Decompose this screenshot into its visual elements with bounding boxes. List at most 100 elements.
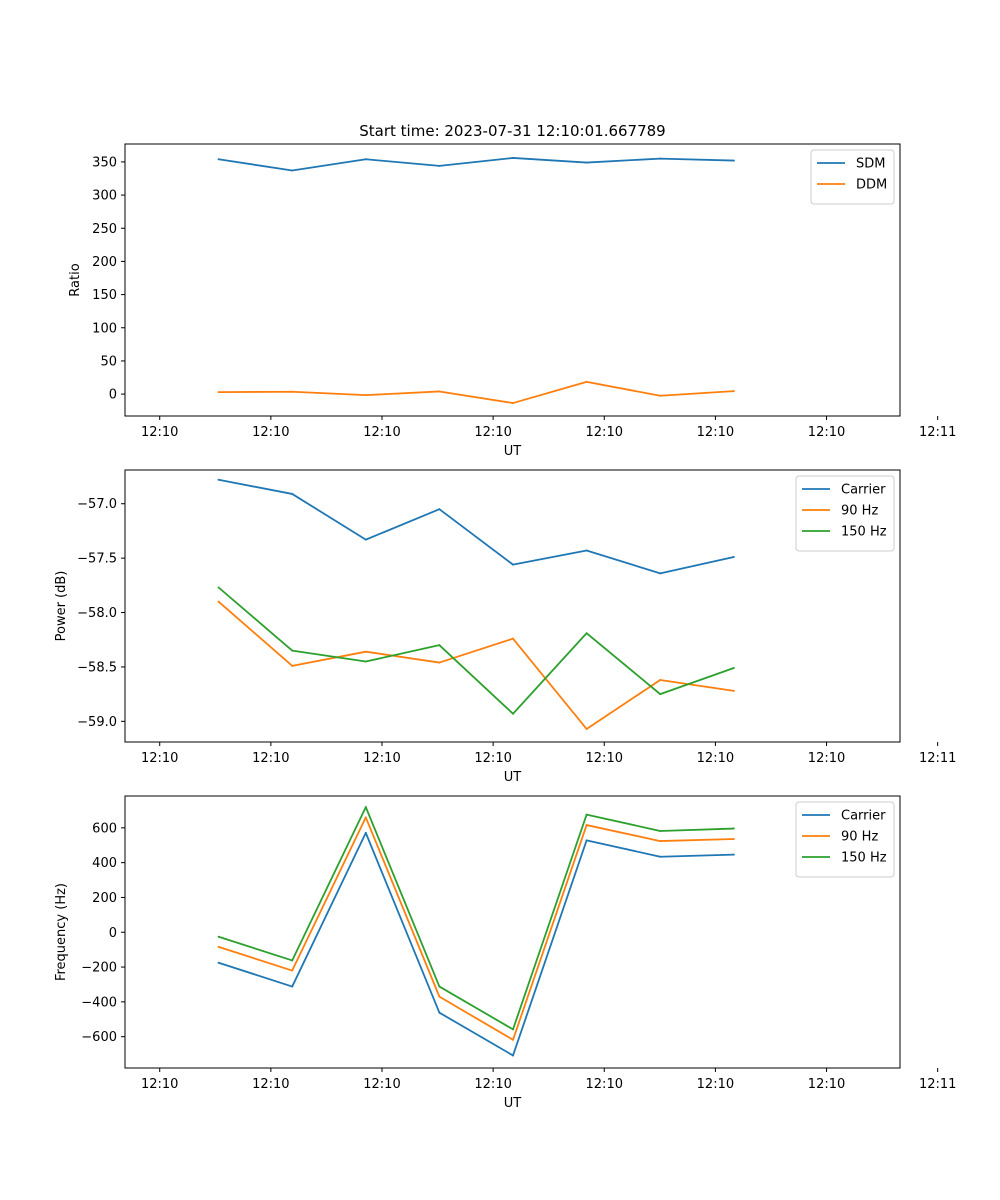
- data-point: [659, 678, 662, 681]
- legend-box: [795, 475, 895, 552]
- data-point: [585, 813, 588, 816]
- x-tick-label: 12:10: [697, 751, 734, 766]
- x-tick-label: 12:11: [919, 751, 956, 766]
- data-point: [217, 935, 220, 938]
- data-point: [217, 586, 220, 589]
- data-point: [659, 394, 662, 397]
- x-axis-label: UT: [504, 444, 522, 459]
- data-point: [217, 478, 220, 481]
- y-tick-label: −600: [81, 1030, 117, 1045]
- chart-panel-2: 12:10 12:10 12:10 12:10 12:10 12:10 12:10 12:11…: [54, 469, 956, 785]
- data-point: [438, 390, 441, 393]
- series-line-ddm: [218, 380, 734, 404]
- y-axis-label: Power (dB): [54, 571, 69, 642]
- data-point: [217, 158, 220, 161]
- x-tick-label: 12:10: [697, 1077, 734, 1092]
- data-point: [291, 649, 294, 652]
- axes-frame: [124, 469, 901, 743]
- x-tick-label: 12:10: [808, 425, 845, 440]
- data-point: [291, 492, 294, 495]
- data-point: [438, 1011, 441, 1014]
- data-point: [512, 402, 514, 405]
- y-tick-label: 100: [92, 321, 117, 336]
- data-point: [659, 157, 662, 160]
- figure-title: Start time: 2023-07-31 12:10:01.667789: [359, 122, 665, 140]
- y-tick-label: 200: [92, 255, 117, 270]
- x-tick-label: 12:11: [919, 1077, 956, 1092]
- series-line-sdm: [218, 157, 734, 172]
- data-point: [512, 563, 514, 566]
- y-tick-label: −200: [81, 961, 117, 976]
- y-tick-label: 0: [109, 926, 117, 941]
- y-tick-label: 300: [92, 189, 117, 204]
- y-tick-label: 150: [92, 288, 117, 303]
- data-point: [732, 667, 735, 670]
- legend-label: SDM: [856, 157, 885, 172]
- x-axis-label: UT: [504, 770, 522, 785]
- data-point: [217, 945, 220, 948]
- x-tick-label: 12:10: [474, 751, 511, 766]
- x-tick-label: 12:10: [363, 425, 400, 440]
- y-tick-label: 600: [92, 821, 117, 836]
- x-tick-label: 12:10: [808, 751, 845, 766]
- x-tick-label: 12:10: [697, 425, 734, 440]
- chart-panel-1: 12:10 12:10 12:10 12:10 12:10 12:10 12:10 12:11…: [68, 143, 956, 459]
- data-point: [438, 661, 441, 664]
- y-tick-label: −57.0: [77, 497, 117, 512]
- data-point: [585, 161, 588, 164]
- data-point: [585, 380, 588, 383]
- y-tick-label: −400: [81, 995, 117, 1010]
- y-tick-label: −58.5: [77, 660, 117, 675]
- x-tick-label: 12:10: [586, 425, 623, 440]
- x-axis-label: UT: [504, 1096, 522, 1111]
- series-line-150-hz: [218, 806, 734, 1031]
- data-point: [659, 829, 662, 832]
- data-point: [585, 824, 588, 827]
- data-point: [438, 644, 441, 647]
- data-point: [291, 959, 294, 962]
- data-point: [732, 556, 735, 559]
- data-point: [585, 727, 588, 730]
- data-point: [659, 840, 662, 843]
- x-tick-label: 12:10: [474, 1077, 511, 1092]
- x-tick-label: 12:10: [474, 425, 511, 440]
- data-point: [217, 600, 220, 603]
- data-point: [732, 159, 735, 162]
- data-point: [364, 660, 367, 663]
- x-tick-label: 12:10: [252, 1077, 289, 1092]
- legend-label: 90 Hz: [841, 830, 878, 845]
- y-tick-label: −59.0: [77, 715, 117, 730]
- data-point: [659, 693, 662, 696]
- data-point: [732, 390, 735, 393]
- series-line-carrier: [218, 478, 734, 575]
- data-point: [291, 664, 294, 667]
- y-tick-label: 0: [109, 388, 117, 403]
- x-tick-label: 12:10: [141, 425, 178, 440]
- data-point: [512, 637, 514, 640]
- y-tick-label: −58.0: [77, 606, 117, 621]
- data-point: [364, 538, 367, 541]
- data-point: [291, 969, 294, 972]
- data-point: [438, 164, 441, 167]
- data-point: [585, 549, 588, 552]
- x-tick-label: 12:10: [252, 425, 289, 440]
- data-point: [732, 837, 735, 840]
- data-point: [438, 508, 441, 511]
- x-tick-label: 12:10: [586, 1077, 623, 1092]
- data-point: [585, 632, 588, 635]
- legend-label: 150 Hz: [841, 851, 887, 866]
- data-point: [512, 1028, 514, 1031]
- x-tick-label: 12:11: [919, 425, 956, 440]
- data-point: [512, 712, 514, 715]
- data-point: [364, 394, 367, 397]
- y-tick-label: 200: [92, 891, 117, 906]
- data-point: [291, 985, 294, 988]
- x-tick-label: 12:10: [141, 751, 178, 766]
- data-point: [732, 689, 735, 692]
- data-point: [364, 816, 367, 819]
- y-tick-label: −57.5: [77, 552, 117, 567]
- panels: 12:10 12:10 12:10 12:10 12:10 12:10 12:10 12:11…: [54, 143, 956, 1111]
- data-point: [364, 806, 367, 809]
- data-point: [659, 572, 662, 575]
